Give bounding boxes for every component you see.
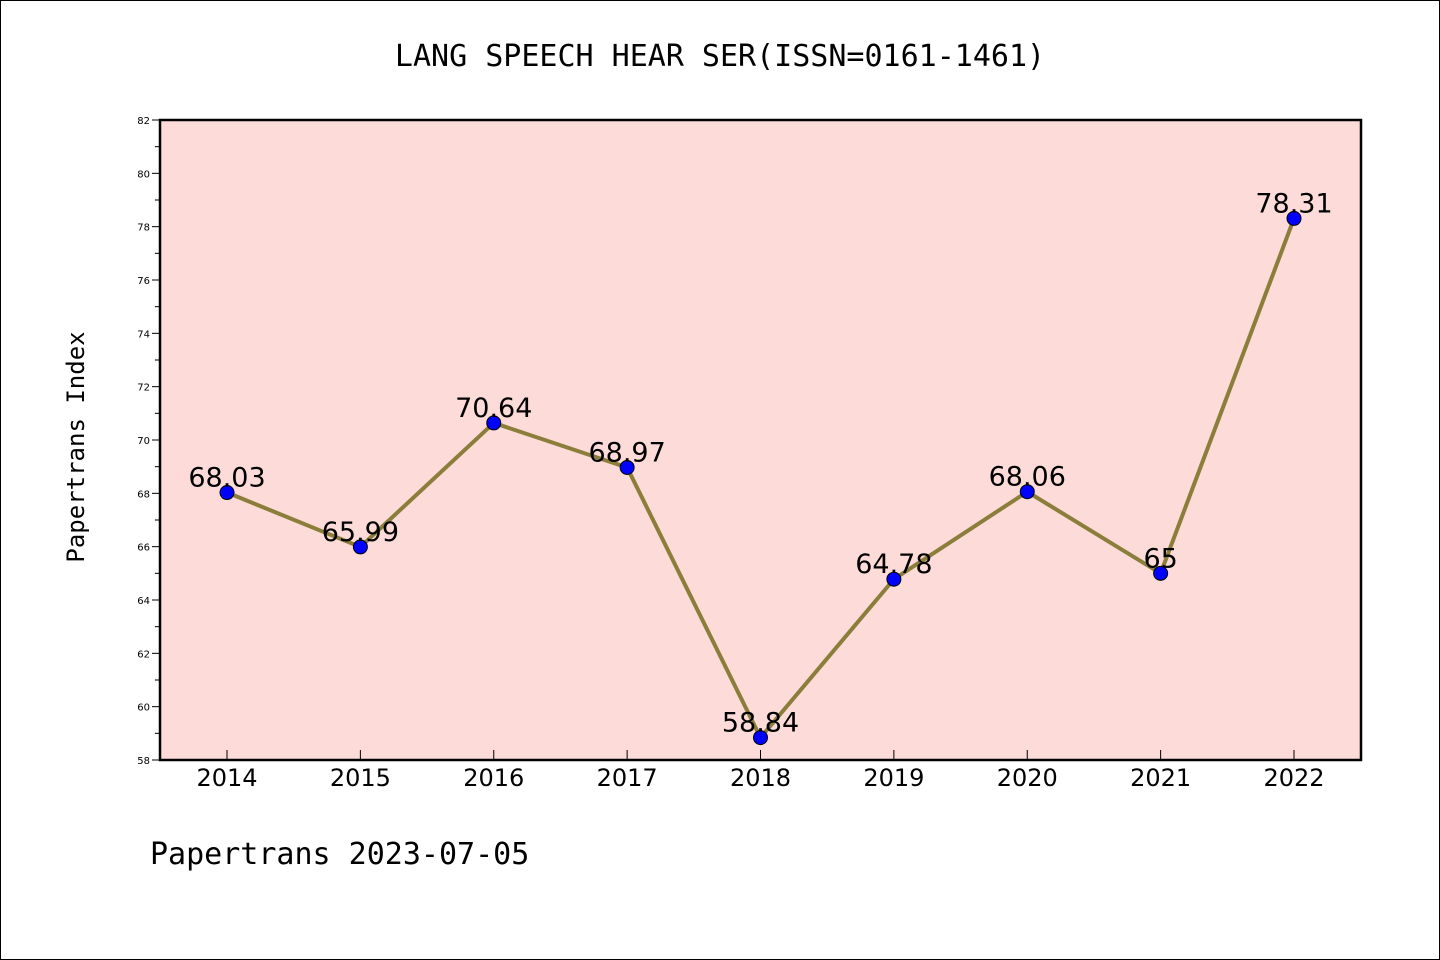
data-label: 78.31 xyxy=(1255,188,1332,219)
data-point xyxy=(619,459,635,475)
data-labels: 68.03 65.99 70.64 68.97 58.84 64.78 68.06 65 78.… xyxy=(188,188,1332,738)
data-label: 68.97 xyxy=(588,437,665,468)
plot-area xyxy=(160,120,1361,760)
data-point xyxy=(219,485,235,501)
y-tick-label: 60 xyxy=(137,703,150,714)
data-label: 68.03 xyxy=(188,463,265,494)
x-axis: 2014 2015 2016 2017 2018 2019 2020 2021 2022 xyxy=(196,750,1325,792)
x-tick-label: 2014 xyxy=(196,764,257,792)
data-label: 58.84 xyxy=(722,708,799,739)
footer-text: Papertrans 2023-07-05 xyxy=(150,837,529,872)
x-tick-label: 2018 xyxy=(730,764,791,792)
data-point xyxy=(486,415,502,431)
y-axis-label: Papertrans Index xyxy=(62,331,90,562)
y-tick-label: 76 xyxy=(137,276,150,287)
chart-title: LANG SPEECH HEAR SER(ISSN=0161-1461) xyxy=(395,39,1045,74)
y-tick-label: 82 xyxy=(137,116,150,127)
x-tick-label: 2016 xyxy=(463,764,524,792)
y-tick-label: 80 xyxy=(137,169,150,180)
y-tick-label: 74 xyxy=(137,329,150,340)
x-tick-label: 2021 xyxy=(1130,764,1191,792)
y-tick-label: 68 xyxy=(137,489,150,500)
x-tick-label: 2015 xyxy=(330,764,391,792)
y-tick-label: 66 xyxy=(137,543,150,554)
data-label: 70.64 xyxy=(455,393,532,424)
data-point xyxy=(1286,210,1302,226)
y-tick-label: 72 xyxy=(137,383,150,394)
data-point xyxy=(352,539,368,555)
y-tick-label: 70 xyxy=(137,436,150,447)
y-tick-label: 58 xyxy=(137,756,150,767)
y-tick-label: 78 xyxy=(137,223,150,234)
x-tick-label: 2020 xyxy=(997,764,1058,792)
data-label: 65 xyxy=(1143,543,1177,574)
data-label: 65.99 xyxy=(322,517,399,548)
data-point xyxy=(886,571,902,587)
x-tick-label: 2017 xyxy=(597,764,658,792)
y-tick-label: 64 xyxy=(137,596,150,607)
y-tick-label: 62 xyxy=(137,649,150,660)
plot-border xyxy=(158,118,1363,762)
y-axis: 58 60 62 64 66 68 70 72 74 76 78 80 82 xyxy=(137,116,160,767)
data-label: 64.78 xyxy=(855,549,932,580)
x-tick-label: 2022 xyxy=(1263,764,1324,792)
data-point xyxy=(1153,565,1169,581)
data-points xyxy=(219,210,1302,746)
data-label: 68.06 xyxy=(989,462,1066,493)
x-tick-label: 2019 xyxy=(863,764,924,792)
data-point xyxy=(1019,484,1035,500)
data-point xyxy=(753,730,768,746)
